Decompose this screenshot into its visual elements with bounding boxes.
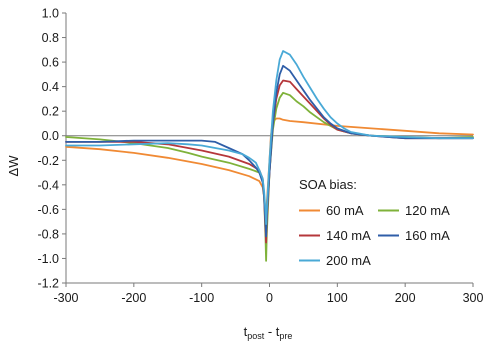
legend-label: 60 mA: [326, 203, 364, 218]
y-tick-label: -1.0: [37, 252, 59, 266]
x-tick-label: -100: [189, 291, 214, 305]
y-tick-label: 0.2: [42, 105, 59, 119]
y-axis-label: ΔW: [6, 155, 21, 177]
legend-label: 140 mA: [326, 228, 371, 243]
legend-label: 200 mA: [326, 253, 371, 268]
y-tick-label: 0.0: [42, 129, 59, 143]
y-tick-label: -0.6: [37, 203, 59, 217]
y-tick-label: 0.4: [42, 80, 59, 94]
x-axis-label-sep: - t: [264, 324, 280, 339]
legend-label: 120 mA: [405, 203, 450, 218]
x-tick-label: 300: [463, 291, 484, 305]
x-axis-label: tpost - tpre: [244, 324, 293, 341]
y-tick-label: -1.2: [37, 277, 59, 291]
legend-label: 160 mA: [405, 228, 450, 243]
y-tick-label: 1.0: [42, 7, 59, 21]
axes: 1.0 0.8 0.6 0.4 0.2 0.0 -0.2 -0.4 -0.6 -0.8 -1.0 -1…: [37, 7, 483, 306]
x-axis-label-sub-pre: pre: [279, 331, 292, 341]
x-tick-label: 200: [395, 291, 416, 305]
y-tick-label: -0.2: [37, 154, 59, 168]
x-axis-label-sub-post: post: [247, 331, 265, 341]
x-tick-label: 0: [266, 291, 273, 305]
x-tick-label: -200: [121, 291, 146, 305]
series-line-200-ma: [65, 50, 474, 225]
x-axis-label-main: t: [244, 324, 248, 339]
x-tick-label: -300: [53, 291, 78, 305]
y-tick-label: -0.8: [37, 227, 59, 241]
legend: SOA bias: 60 mA 120 mA 140 mA 160 mA 200 mA: [299, 177, 450, 268]
y-tick-label: 0.8: [42, 31, 59, 45]
y-tick-label: 0.6: [42, 56, 59, 70]
series-layer: [65, 50, 474, 262]
legend-title: SOA bias:: [299, 177, 357, 192]
y-tick-label: -0.4: [37, 178, 59, 192]
x-tick-label: 100: [327, 291, 348, 305]
